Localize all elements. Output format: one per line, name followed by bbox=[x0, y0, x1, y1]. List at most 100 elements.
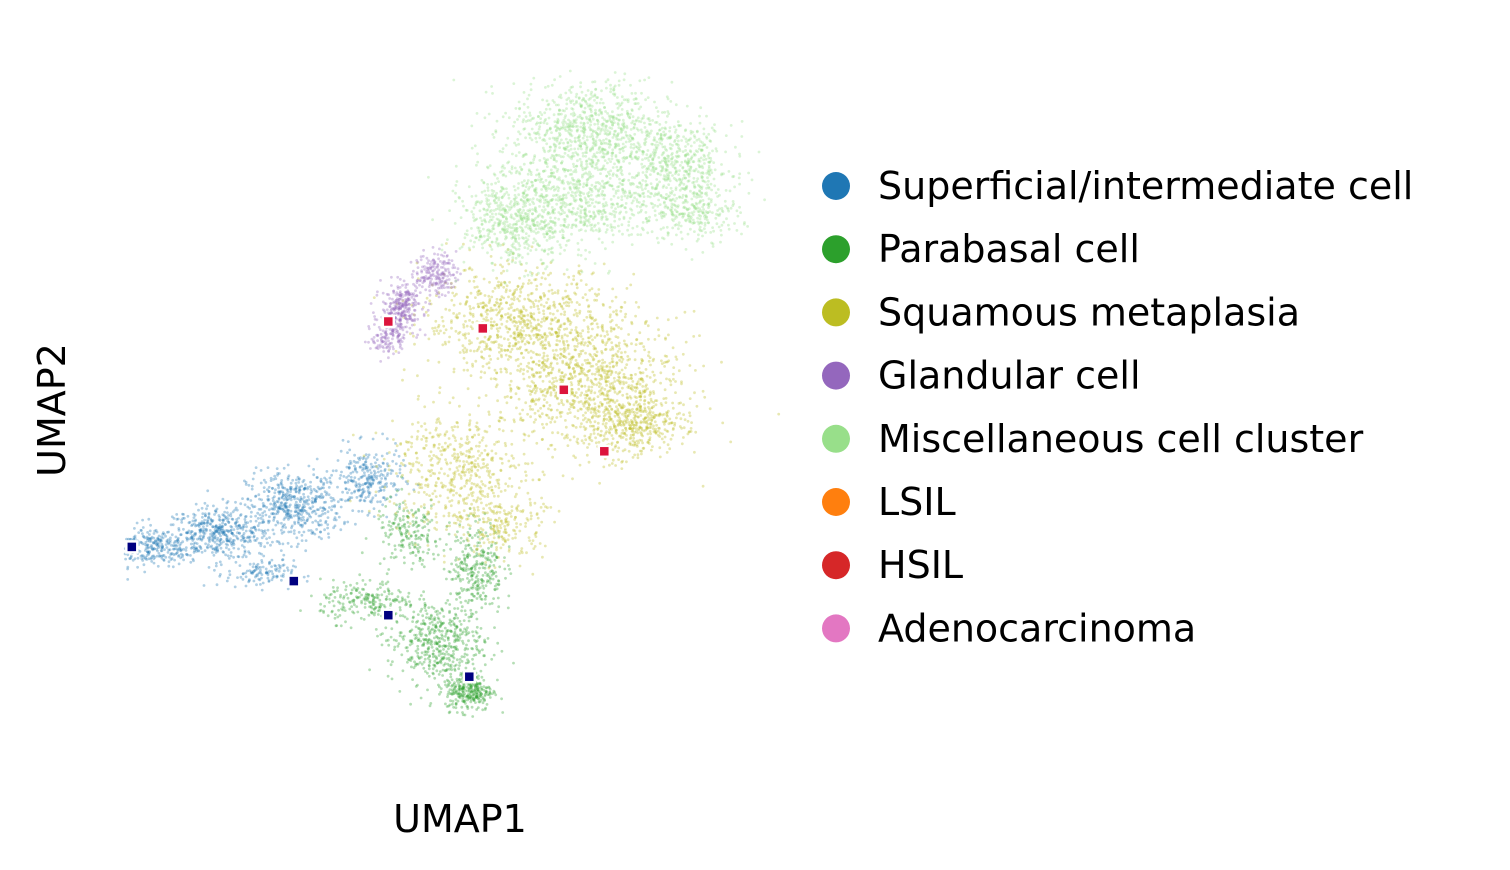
scatter-point bbox=[579, 369, 583, 373]
scatter-point bbox=[363, 471, 366, 475]
scatter-point bbox=[364, 482, 368, 485]
scatter-point bbox=[419, 696, 423, 700]
scatter-point bbox=[557, 318, 560, 322]
scatter-point bbox=[448, 308, 451, 312]
scatter-point bbox=[545, 374, 548, 378]
scatter-point bbox=[210, 544, 214, 548]
scatter-point bbox=[334, 613, 337, 616]
scatter-point bbox=[467, 660, 471, 663]
scatter-point bbox=[259, 516, 263, 520]
scatter-point bbox=[253, 539, 257, 542]
scatter-point bbox=[398, 606, 402, 609]
scatter-point bbox=[345, 476, 348, 479]
scatter-point bbox=[471, 634, 475, 638]
scatter-point bbox=[254, 514, 257, 518]
scatter-point bbox=[288, 485, 292, 489]
scatter-point bbox=[262, 486, 266, 489]
scatter-point bbox=[463, 627, 467, 631]
scatter-point bbox=[451, 619, 454, 623]
scatter-point bbox=[563, 327, 566, 331]
scatter-point bbox=[593, 391, 597, 395]
scatter-point bbox=[364, 597, 368, 601]
scatter-point bbox=[639, 405, 642, 408]
scatter-point bbox=[190, 535, 193, 539]
scatter-point bbox=[471, 320, 475, 324]
scatter-point bbox=[296, 520, 300, 524]
scatter-point bbox=[576, 342, 580, 345]
scatter-point bbox=[550, 408, 553, 412]
scatter-point bbox=[572, 355, 575, 359]
scatter-point bbox=[298, 508, 301, 512]
scatter-point bbox=[551, 292, 554, 295]
scatter-point bbox=[228, 569, 231, 573]
scatter-point bbox=[219, 538, 223, 541]
scatter-point bbox=[254, 539, 258, 542]
scatter-point bbox=[618, 417, 622, 420]
scatter-point bbox=[268, 569, 271, 573]
scatter-point bbox=[294, 503, 297, 507]
scatter-point bbox=[582, 425, 586, 429]
scatter-point bbox=[346, 491, 349, 495]
scatter-point bbox=[504, 325, 508, 328]
scatter-point bbox=[584, 390, 588, 393]
scatter-point bbox=[363, 606, 367, 609]
scatter-point bbox=[296, 542, 300, 546]
scatter-point bbox=[238, 526, 242, 530]
scatter-point bbox=[207, 543, 210, 547]
scatter-point bbox=[456, 634, 460, 638]
scatter-point bbox=[257, 493, 261, 497]
scatter-point bbox=[572, 313, 576, 317]
scatter-point bbox=[359, 494, 363, 498]
scatter-point bbox=[156, 544, 160, 548]
scatter-point bbox=[570, 300, 574, 304]
scatter-point bbox=[618, 382, 622, 386]
scatter-point bbox=[563, 333, 567, 337]
scatter-point bbox=[377, 480, 381, 484]
scatter-point bbox=[154, 528, 158, 532]
scatter-point bbox=[305, 519, 309, 522]
scatter-point bbox=[151, 554, 154, 558]
scatter-point bbox=[187, 521, 191, 525]
scatter-point bbox=[434, 319, 438, 323]
scatter-point bbox=[285, 498, 289, 502]
scatter-point bbox=[175, 513, 179, 516]
scatter-point bbox=[366, 489, 370, 493]
scatter-point bbox=[281, 575, 285, 578]
scatter-point bbox=[615, 361, 619, 365]
scatter-point bbox=[573, 370, 576, 373]
scatter-point bbox=[556, 397, 559, 401]
scatter-point bbox=[397, 642, 401, 646]
scatter-point bbox=[578, 463, 582, 467]
scatter-point bbox=[309, 529, 313, 532]
scatter-point bbox=[326, 523, 330, 526]
scatter-point bbox=[445, 543, 448, 546]
scatter-point bbox=[398, 634, 402, 638]
scatter-point bbox=[544, 346, 547, 350]
scatter-point bbox=[507, 354, 511, 358]
scatter-point bbox=[609, 382, 612, 386]
scatter-point bbox=[448, 609, 451, 613]
scatter-point bbox=[423, 606, 427, 610]
scatter-point bbox=[364, 457, 368, 461]
scatter-point bbox=[623, 375, 627, 379]
scatter-point bbox=[605, 392, 609, 396]
scatter-point bbox=[205, 521, 209, 525]
scatter-point bbox=[218, 527, 222, 531]
scatter-point bbox=[337, 515, 341, 519]
scatter-point bbox=[177, 527, 181, 530]
scatter-point bbox=[389, 663, 393, 667]
scatter-point bbox=[330, 473, 333, 477]
scatter-point bbox=[188, 537, 192, 541]
scatter-point bbox=[364, 583, 367, 586]
scatter-point bbox=[541, 379, 545, 383]
scatter-point bbox=[311, 531, 315, 535]
scatter-point bbox=[289, 496, 292, 499]
scatter-point bbox=[246, 497, 250, 501]
scatter-point bbox=[632, 416, 636, 420]
scatter-point bbox=[504, 353, 508, 357]
scatter-point bbox=[446, 695, 449, 699]
scatter-point bbox=[428, 632, 431, 636]
scatter-point bbox=[582, 441, 586, 445]
scatter-point bbox=[349, 475, 353, 479]
scatter-point bbox=[497, 280, 500, 284]
